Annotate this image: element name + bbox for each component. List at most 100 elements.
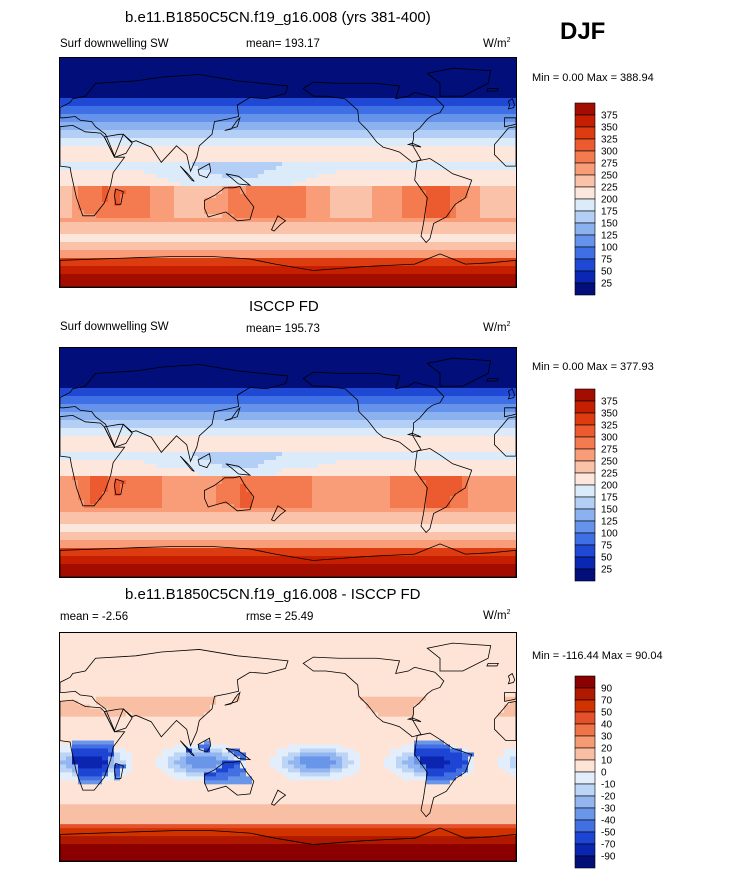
colorbar-tick-label: 325 bbox=[601, 421, 618, 432]
colorbar-swatch bbox=[574, 520, 596, 534]
map-field-cell bbox=[468, 764, 475, 769]
coastline bbox=[486, 378, 499, 382]
map-field-cell bbox=[306, 206, 331, 211]
map-field-cell bbox=[456, 214, 481, 219]
map-field-cell bbox=[366, 704, 415, 710]
panel2-title: ISCCP FD bbox=[249, 298, 319, 315]
map-field-cell bbox=[174, 198, 205, 203]
map-field-cell bbox=[312, 484, 391, 489]
map-field-cell bbox=[60, 464, 157, 469]
map-field-cell bbox=[498, 712, 516, 718]
map-field-cell bbox=[276, 166, 516, 171]
map-field-cell bbox=[510, 700, 516, 706]
map-field-cell bbox=[60, 856, 516, 861]
map-field-cell bbox=[330, 194, 373, 199]
map-field-cell bbox=[168, 772, 187, 777]
map-field-cell bbox=[246, 484, 313, 489]
map-field-cell bbox=[60, 70, 516, 75]
map-field-cell bbox=[60, 448, 516, 453]
map-field-cell bbox=[276, 768, 289, 773]
map-field-cell bbox=[60, 520, 516, 525]
map-field-cell bbox=[288, 744, 343, 749]
map-field-cell bbox=[120, 194, 151, 199]
map-field-cell bbox=[456, 768, 469, 773]
map-field-cell bbox=[426, 492, 457, 497]
map-field-cell bbox=[198, 456, 277, 461]
colorbar-swatch bbox=[574, 795, 596, 809]
map-field-cell bbox=[450, 186, 469, 191]
map-field-cell bbox=[360, 756, 385, 761]
map-field-cell bbox=[60, 576, 516, 577]
map-field-cell bbox=[60, 226, 516, 231]
map-field-cell bbox=[174, 202, 205, 207]
map-field-cell bbox=[426, 696, 505, 702]
map-field-cell bbox=[444, 740, 516, 746]
map-field-cell bbox=[408, 764, 421, 769]
map-field-cell bbox=[402, 198, 427, 203]
coastline bbox=[60, 74, 289, 173]
map-field-cell bbox=[60, 258, 516, 263]
map-field-cell bbox=[90, 496, 103, 501]
map-field-cell bbox=[444, 764, 463, 769]
panel3-mean-label: mean = -2.56 bbox=[60, 611, 129, 623]
map-field-cell bbox=[60, 532, 516, 537]
map-field-cell bbox=[456, 210, 481, 215]
map-field-cell bbox=[60, 760, 73, 765]
map-field-cell bbox=[270, 756, 283, 761]
map-field-cell bbox=[60, 154, 516, 159]
map-field-cell bbox=[60, 102, 516, 107]
map-field-cell bbox=[390, 480, 427, 485]
map-field-cell bbox=[60, 202, 73, 207]
panel1-mean-label: mean= 193.17 bbox=[246, 38, 320, 50]
map-field-cell bbox=[60, 82, 516, 87]
colorbar-swatch bbox=[574, 186, 596, 200]
map-field-cell bbox=[306, 190, 331, 195]
map-field-cell bbox=[282, 756, 295, 761]
map-field-cell bbox=[90, 500, 97, 505]
map-field-cell bbox=[228, 186, 241, 191]
map-field-cell bbox=[78, 492, 91, 497]
map-field-cell bbox=[222, 480, 313, 485]
map-field-cell bbox=[60, 812, 516, 817]
map-field-cell bbox=[450, 202, 457, 207]
map-field-cell bbox=[60, 146, 516, 151]
map-field-cell bbox=[150, 210, 175, 215]
map-field-cell bbox=[372, 198, 403, 203]
map-field-cell bbox=[480, 214, 516, 219]
colorbar-swatch bbox=[574, 270, 596, 284]
map-field-cell bbox=[186, 756, 217, 761]
map-field-cell bbox=[498, 756, 511, 761]
map-field-cell bbox=[426, 764, 445, 769]
map-field-cell bbox=[60, 556, 516, 561]
map-field-cell bbox=[78, 480, 91, 485]
map-field-cell bbox=[390, 504, 427, 509]
panel3-colorbar: 90 70 50 40 30 20 10 0 -10 -20 -30 -40 -50 -70 -90 bbox=[574, 675, 635, 875]
coastline bbox=[486, 662, 499, 667]
map-field-cell bbox=[468, 772, 511, 777]
map-field-cell bbox=[102, 190, 109, 195]
map-field-cell bbox=[60, 194, 73, 199]
map-field-cell bbox=[402, 194, 427, 199]
coastline bbox=[504, 692, 516, 702]
colorbar-tick-label: 275 bbox=[601, 445, 618, 456]
map-field-cell bbox=[108, 480, 115, 485]
map-field-cell bbox=[60, 480, 79, 485]
map-field-cell bbox=[270, 760, 283, 765]
coastline bbox=[225, 173, 252, 186]
map-field-cell bbox=[60, 384, 516, 389]
coastline bbox=[60, 699, 126, 791]
map-field-cell bbox=[414, 704, 505, 710]
colorbar-swatch bbox=[574, 819, 596, 833]
map-field-cell bbox=[204, 776, 229, 781]
colorbar-swatch bbox=[574, 472, 596, 486]
map-field-cell bbox=[60, 114, 516, 119]
map-field-cell bbox=[60, 672, 516, 678]
colorbar-swatch bbox=[574, 388, 596, 402]
map-field-cell bbox=[462, 480, 469, 485]
colorbar-tick-label: 300 bbox=[601, 433, 618, 444]
map-field-cell bbox=[60, 186, 73, 191]
map-field-cell bbox=[222, 464, 259, 469]
map-field-cell bbox=[240, 500, 253, 505]
map-field-cell bbox=[480, 206, 516, 211]
map-field-cell bbox=[162, 500, 217, 505]
